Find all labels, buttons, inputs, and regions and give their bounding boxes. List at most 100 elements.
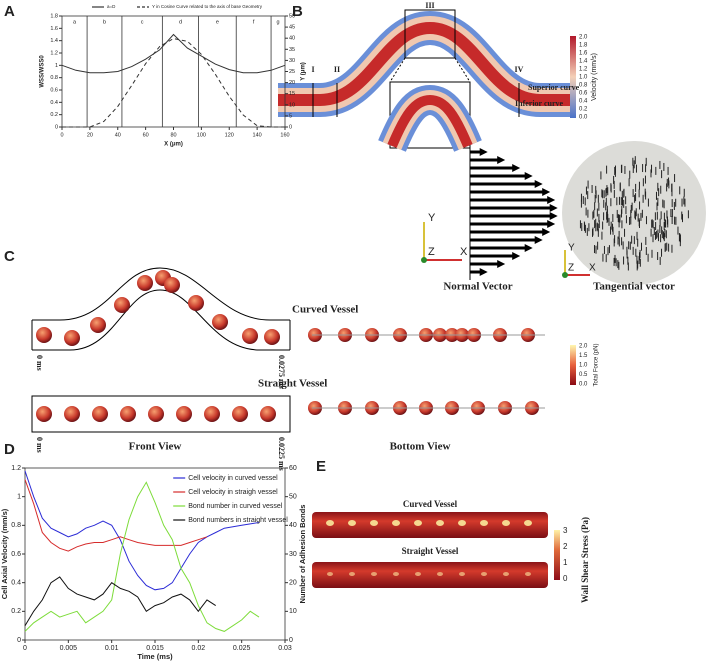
y2-tick-label: 0 (289, 124, 292, 130)
spot (370, 520, 378, 526)
spot (524, 520, 532, 526)
y-tick-label: 0.6 (50, 87, 58, 93)
cell (36, 327, 52, 343)
x-tick-label: 0.015 (146, 645, 164, 652)
y-tick-label: 1.4 (50, 38, 58, 44)
x-tick-label: 0 (23, 645, 27, 652)
plot-frame (61, 15, 286, 128)
spot (502, 520, 510, 526)
cell (232, 406, 248, 422)
x-tick-label: 0.03 (278, 645, 292, 652)
cell (137, 275, 153, 291)
colorbar (570, 345, 576, 385)
stress-spots (326, 520, 532, 576)
colorbar-tick-label: 0.0 (579, 382, 588, 388)
arrow (470, 268, 488, 276)
inferior-label: Inferior curve (515, 99, 564, 108)
colorbar-title: Wall Shear Stress (Pa) (580, 517, 590, 603)
y2-tick-label: 30 (289, 551, 297, 558)
colorbar-tick-label: 0 (563, 574, 568, 583)
panel-label: D (4, 441, 15, 458)
section-label: IV (515, 65, 524, 74)
y2-tick-label: 45 (289, 25, 295, 31)
y2-tick-label: 10 (289, 608, 297, 615)
y-tick-label: 0 (55, 124, 58, 130)
cell (242, 328, 258, 344)
x-tick-label: 0.005 (60, 645, 78, 652)
y2-tick-label: 50 (289, 13, 295, 19)
vessel-title: Curved Vessel (403, 499, 458, 509)
y2-tick-label: 50 (289, 494, 297, 501)
y2-tick-label: 5 (289, 113, 292, 119)
panel-label: A (4, 3, 15, 20)
legend-label: Cell velocity in curved vessel (188, 475, 278, 482)
x-tick-label: 60 (143, 132, 149, 138)
axis-label: Y (428, 212, 436, 224)
axis-label: Z (568, 263, 574, 274)
legend-label: Y in Cosine Curve related to the axis of… (152, 4, 263, 9)
cell (212, 314, 228, 330)
x-tick-label: 160 (280, 132, 289, 138)
colorbar-tick-label: 3 (563, 526, 568, 535)
legend-label: Bond number in curved vessel (188, 503, 283, 510)
time-label: 0.0225 ms (277, 437, 286, 471)
colorbar-tick-label: 2 (563, 542, 568, 551)
arrow (470, 148, 488, 156)
y2-axis-label: Number of Adhesion Bonds (298, 505, 307, 604)
y-tick-label: 0.8 (50, 75, 58, 81)
panel-label: B (292, 3, 303, 20)
spot (437, 572, 443, 576)
section-label: III (425, 1, 434, 10)
arrow (470, 228, 551, 236)
colorbar-tick-label: 0.2 (579, 107, 588, 113)
spot (415, 572, 421, 576)
y-tick-label: 0.8 (11, 522, 21, 529)
tangential-vector (579, 156, 689, 271)
axis-label: Z (428, 246, 435, 258)
arrow (470, 212, 558, 220)
legend-label: Bond numbers in straight vessel (188, 517, 288, 524)
panel-label: C (4, 248, 15, 265)
axis-label: Y (568, 243, 575, 254)
superior-label: Superior curve (528, 83, 580, 92)
spot (459, 572, 465, 576)
spot (414, 520, 422, 526)
y2-tick-label: 60 (289, 465, 297, 472)
section-label: f (253, 19, 255, 25)
colorbar-tick-label: 0.0 (579, 115, 588, 121)
cell (148, 406, 164, 422)
section-label: d (179, 19, 182, 25)
y2-tick-label: 30 (289, 58, 295, 64)
y-tick-label: 1.2 (11, 465, 21, 472)
x-tick-label: 140 (253, 132, 262, 138)
cell (114, 297, 130, 313)
y-axis-label: WSS/WSS0 (40, 55, 46, 88)
vessel-title: Straight Vessel (258, 378, 327, 390)
y2-tick-label: 25 (289, 69, 295, 75)
x-tick-label: 120 (225, 132, 234, 138)
cell (188, 295, 204, 311)
time-label: 0 ms (35, 355, 44, 371)
spot (436, 520, 444, 526)
x-tick-label: 20 (87, 132, 93, 138)
vessel-title: Curved Vessel (292, 304, 358, 316)
legend-label: a=D (107, 4, 116, 9)
spot (348, 520, 356, 526)
x-axis-label: Time (ms) (137, 652, 173, 661)
series-line (24, 576, 216, 626)
colorbar-tick-label: 1.8 (579, 43, 588, 49)
x-tick-label: 40 (115, 132, 121, 138)
spot (458, 520, 466, 526)
section-label: e (216, 19, 219, 25)
section-label: c (141, 19, 144, 25)
view-title: Front View (129, 441, 182, 453)
cell (204, 406, 220, 422)
spot (371, 572, 377, 576)
x-tick-label: 80 (170, 132, 176, 138)
y-tick-label: 1 (17, 494, 21, 501)
y-tick-label: 0.2 (50, 112, 58, 118)
y2-axis-label: Y (μm) (301, 62, 307, 81)
section-label: g (277, 19, 280, 25)
normal-vector (469, 145, 558, 280)
spot (480, 520, 488, 526)
